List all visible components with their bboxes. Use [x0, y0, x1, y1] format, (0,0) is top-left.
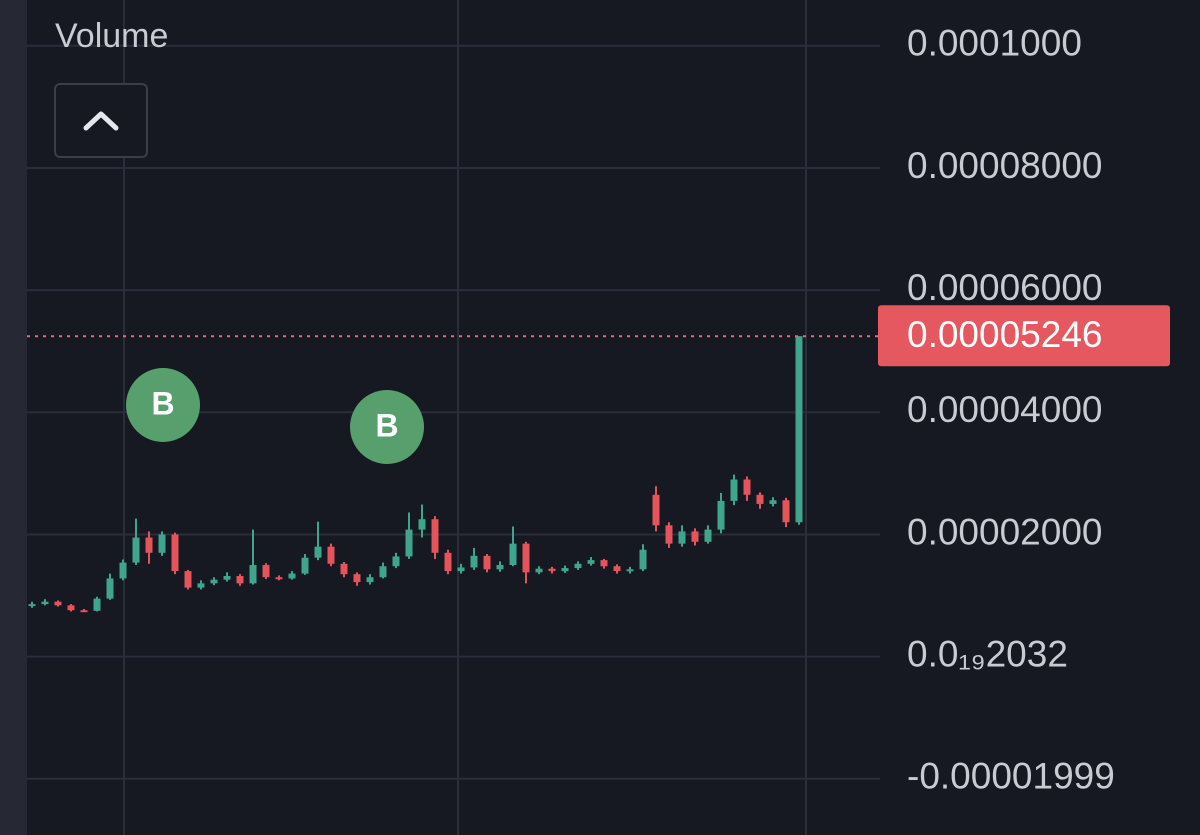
candle-body [717, 500, 725, 530]
buy-marker: B [126, 368, 200, 442]
candle-body [626, 569, 634, 572]
candle-body [704, 529, 712, 542]
candle-body [353, 574, 361, 583]
candle-body [379, 566, 387, 578]
candle-body [80, 610, 88, 613]
candle-body [327, 546, 335, 564]
candle-body [93, 598, 101, 611]
candle-body [600, 560, 608, 567]
y-tick-label: 0.00002000 [907, 511, 1102, 552]
candle-body [314, 546, 322, 558]
collapse-button[interactable] [54, 83, 148, 158]
candle-body [613, 566, 621, 572]
candle-body [444, 552, 452, 572]
candle-body [405, 529, 413, 557]
candle-body [639, 549, 647, 570]
candle-body [67, 605, 75, 611]
chevron-up-icon[interactable] [83, 111, 119, 131]
y-tick-label: 0.0001000 [907, 23, 1082, 64]
candle-body [54, 601, 62, 606]
y-tick-label: 0.00008000 [907, 145, 1102, 186]
y-tick-label: 0.00006000 [907, 267, 1102, 308]
candle-body [262, 565, 270, 578]
candle-body [561, 568, 569, 572]
indicator-label: Volume [55, 17, 168, 55]
marker-label: B [375, 407, 398, 443]
buy-marker: B [350, 390, 424, 464]
candle-body [548, 568, 556, 572]
candle-body [28, 604, 36, 607]
candle-body [730, 479, 738, 501]
y-tick-label: 0.0₁₉2032 [907, 633, 1068, 674]
candle-body [457, 567, 465, 572]
candle-body [496, 565, 504, 570]
candle-body [249, 565, 257, 584]
grid [27, 44, 880, 780]
candle-body [769, 500, 777, 504]
candle-body [184, 571, 192, 588]
candle-body [756, 494, 764, 504]
overlay: 0.00005246 [27, 305, 1170, 367]
button-frame[interactable] [54, 83, 148, 158]
candle-body [782, 500, 790, 523]
price-tag [878, 305, 1170, 367]
candle-body [236, 576, 244, 584]
candle-body [509, 543, 517, 566]
candle-body [301, 557, 309, 574]
candle-body [470, 555, 478, 568]
candle-body [392, 556, 400, 567]
candle-body [288, 573, 296, 579]
candle-body [522, 543, 530, 573]
left-edge [0, 0, 27, 835]
candle-body [691, 531, 699, 542]
candle-body [418, 519, 426, 530]
candle-body [587, 560, 595, 564]
y-tick-label: 0.00004000 [907, 389, 1102, 430]
candle-body [678, 531, 686, 544]
candle-body [743, 479, 751, 495]
marker-circle [126, 368, 200, 442]
candle-body [145, 537, 153, 553]
candle-body [119, 562, 127, 579]
candle-body [431, 519, 439, 553]
marker-circle [350, 390, 424, 464]
candle-body [535, 568, 543, 573]
candle-body [41, 601, 49, 605]
candle-body [106, 578, 114, 599]
candle-body [197, 583, 205, 588]
candle-body [340, 563, 348, 575]
candle-body [574, 563, 582, 569]
candle-body [132, 537, 140, 563]
marker-label: B [151, 385, 174, 421]
candle-body [275, 577, 283, 580]
price-tag-label: 0.00005246 [907, 314, 1102, 355]
candle-body [652, 494, 660, 526]
candle-body [158, 534, 166, 553]
candle-body [665, 525, 673, 544]
candles [28, 336, 803, 613]
candle-body [795, 336, 803, 523]
candle-body [171, 534, 179, 572]
candle-body [223, 576, 231, 580]
y-tick-label: -0.00001999 [907, 756, 1115, 797]
candle-body [210, 579, 218, 584]
candle-body [366, 577, 374, 583]
candle-body [483, 555, 491, 570]
